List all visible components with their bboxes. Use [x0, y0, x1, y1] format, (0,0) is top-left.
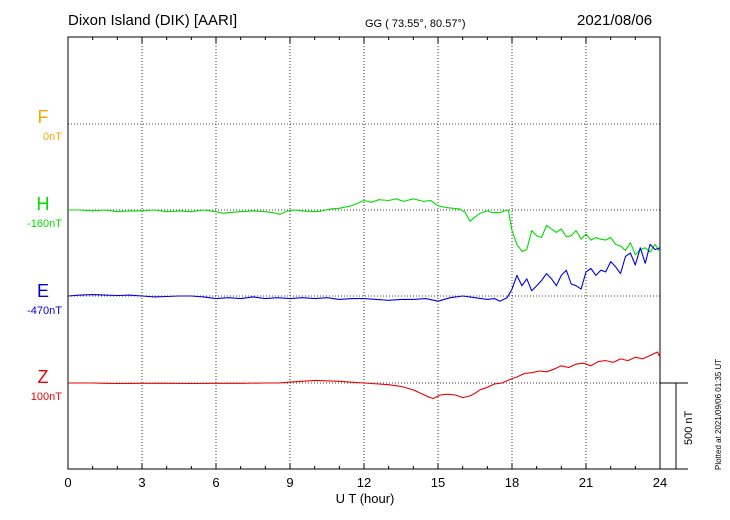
x-tick-label: 18: [505, 475, 519, 490]
x-tick-label: 0: [64, 475, 71, 490]
series-lines: [67, 198, 661, 400]
station-title: Dixon Island (DIK) [AARI]: [68, 12, 238, 29]
scale-bar: 500 nT: [660, 382, 695, 470]
grid-lines: [68, 37, 660, 469]
component-E-baseline: -470nT: [27, 305, 62, 317]
x-tick-label: 21: [579, 475, 593, 490]
component-Z-label: Z: [37, 367, 49, 387]
x-ticks: [67, 37, 661, 469]
x-tick-label: 24: [653, 475, 667, 490]
component-E-label: E: [36, 281, 49, 301]
series-E-line: [67, 243, 661, 302]
x-axis-label: U T (hour): [335, 491, 395, 506]
x-tick-label: 6: [212, 475, 219, 490]
station-coordinates: GG ( 73.55°, 80.57°): [365, 18, 466, 30]
x-tick-label: 9: [286, 475, 293, 490]
x-tick-label: 15: [431, 475, 445, 490]
scale-label: 500 nT: [683, 410, 695, 445]
date-label: 2021/08/06: [577, 12, 653, 29]
component-F-baseline: 0nT: [43, 131, 62, 143]
x-tick-labels: 0 3 6 9 12 15 18 21 24: [64, 475, 667, 490]
component-Z-baseline: 100nT: [30, 391, 62, 403]
plotted-timestamp: Plotted at 2021/09/06 01:35 UT: [714, 358, 723, 470]
series-H-line: [68, 198, 661, 256]
component-H-label: H: [36, 194, 50, 214]
x-tick-label: 12: [357, 475, 371, 490]
series-Z-line: [68, 351, 661, 400]
x-tick-label: 3: [138, 475, 145, 490]
component-F-label: F: [37, 107, 49, 127]
component-H-baseline: -160nT: [27, 218, 62, 230]
